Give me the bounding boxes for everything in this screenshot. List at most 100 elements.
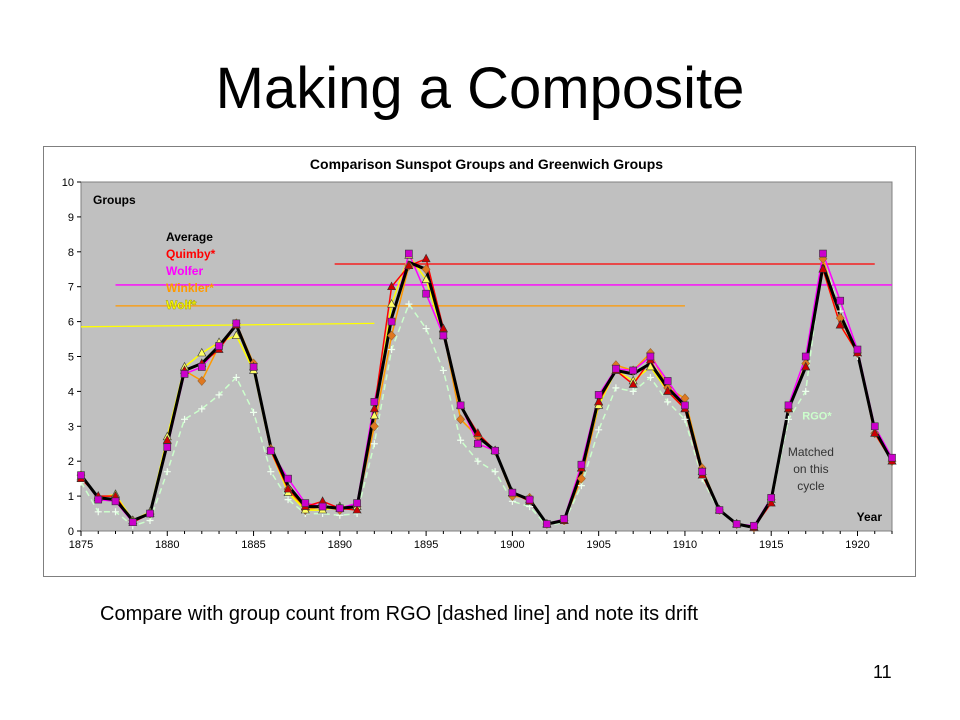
- wolfer-point: [474, 439, 482, 448]
- quimby-point: [387, 281, 397, 290]
- x-tick-label: 1895: [414, 539, 438, 551]
- wolfer-point: [508, 488, 517, 497]
- rgo-point: [474, 457, 482, 465]
- winkler-point: [197, 375, 207, 386]
- wolfer-point: [836, 296, 845, 305]
- wolfer-point: [370, 398, 379, 406]
- rgo-point: [198, 405, 206, 413]
- slide-title: Making a Composite: [215, 56, 745, 121]
- rgo-point: [422, 325, 430, 333]
- chart-panel: Comparison Sunspot Groups and Greenwich …: [43, 146, 916, 577]
- sunspot-groups-chart: Comparison Sunspot Groups and Greenwich …: [62, 156, 897, 551]
- wolfer-point: [629, 366, 637, 375]
- matched-note-line: on this: [793, 462, 828, 476]
- x-tick-label: 1920: [845, 539, 869, 551]
- wolfer-point: [94, 495, 103, 504]
- wolfer-point: [577, 460, 586, 469]
- wolfer-point: [215, 342, 223, 350]
- wolfer-point: [801, 352, 810, 361]
- legend-label: Quimby*: [166, 247, 216, 261]
- wolfer-point: [336, 504, 344, 513]
- x-tick-label: 1875: [69, 539, 93, 551]
- y-tick-label: 2: [68, 456, 74, 468]
- rgo-point: [112, 508, 120, 516]
- y-axis-label: Groups: [93, 193, 136, 207]
- winkler-point: [577, 473, 586, 484]
- wolfer-point: [784, 401, 793, 410]
- wolfer-point: [663, 377, 672, 385]
- slide-caption: Compare with group count from RGO [dashe…: [100, 603, 699, 625]
- wolfer-point: [560, 514, 568, 523]
- rgo-point: [612, 384, 620, 392]
- wolfer-point: [750, 521, 758, 530]
- rgo-point: [802, 387, 810, 395]
- winkler-point: [421, 264, 431, 275]
- wolfer-point: [888, 453, 896, 462]
- x-tick-label: 1890: [328, 539, 352, 551]
- rgo-point: [457, 436, 465, 444]
- wolfer-point: [318, 502, 327, 511]
- wolfer-point: [405, 249, 413, 258]
- quimby-point: [766, 497, 776, 507]
- wolfer-point: [456, 401, 465, 410]
- rgo-point: [646, 373, 654, 381]
- rgo-point: [284, 496, 292, 504]
- rgo-point: [595, 426, 603, 434]
- wolfer-point: [422, 289, 430, 298]
- wolfer-point: [249, 363, 258, 371]
- rgo-point: [181, 415, 189, 423]
- rgo-point: [267, 468, 275, 476]
- rgo-point: [439, 366, 447, 374]
- x-tick-label: 1885: [241, 539, 265, 551]
- quimby-point: [594, 396, 604, 406]
- legend-label: Average: [166, 230, 213, 244]
- x-axis-label: Year: [857, 510, 883, 524]
- wolfer-point: [681, 401, 689, 410]
- wolf-point: [197, 347, 207, 357]
- wolfer-point: [353, 499, 361, 507]
- wolfer-point: [77, 471, 85, 479]
- y-tick-label: 10: [62, 177, 74, 189]
- wolfer-point: [698, 467, 706, 476]
- rgo-point: [629, 387, 637, 395]
- y-tick-label: 4: [68, 386, 74, 398]
- y-tick-label: 5: [68, 352, 74, 364]
- quimby-point: [162, 435, 172, 444]
- wolf-point: [645, 361, 655, 371]
- x-tick-label: 1900: [500, 539, 524, 551]
- wolfer-point: [853, 345, 862, 354]
- y-tick-label: 3: [68, 421, 74, 433]
- legend-label: Wolf*: [166, 298, 197, 312]
- wolf-point: [369, 410, 379, 420]
- y-tick-label: 0: [68, 526, 74, 538]
- rgo-point: [215, 391, 223, 399]
- slide-number: 11: [873, 662, 892, 682]
- wolfer-point: [767, 494, 776, 502]
- wolfer-point: [301, 499, 310, 507]
- rgo-point: [405, 300, 413, 308]
- quimby-point: [283, 483, 293, 493]
- wolf-point: [231, 330, 241, 339]
- x-tick-label: 1915: [759, 539, 783, 551]
- quimby-point: [870, 428, 880, 437]
- wolfer-point: [180, 370, 189, 378]
- wolfer-point: [197, 363, 206, 371]
- rgo-point: [784, 415, 792, 423]
- quimby-point: [473, 428, 483, 437]
- wolfer-point: [870, 422, 879, 431]
- quimby-point: [663, 386, 673, 395]
- rgo-point: [250, 408, 258, 416]
- wolfer-point: [163, 443, 172, 452]
- quimby-point: [421, 253, 431, 263]
- quimby-point: [818, 264, 828, 273]
- wolfer-point: [715, 506, 724, 514]
- wolfer-point: [232, 319, 241, 328]
- wolfer-point: [387, 317, 396, 326]
- rgo-point: [163, 468, 171, 476]
- rgo-point: [491, 468, 499, 476]
- matched-note-line: cycle: [797, 479, 825, 493]
- x-tick-label: 1905: [586, 539, 610, 551]
- wolfer-point: [612, 364, 620, 373]
- rgo-point: [94, 508, 102, 516]
- wolfer-point: [146, 509, 154, 518]
